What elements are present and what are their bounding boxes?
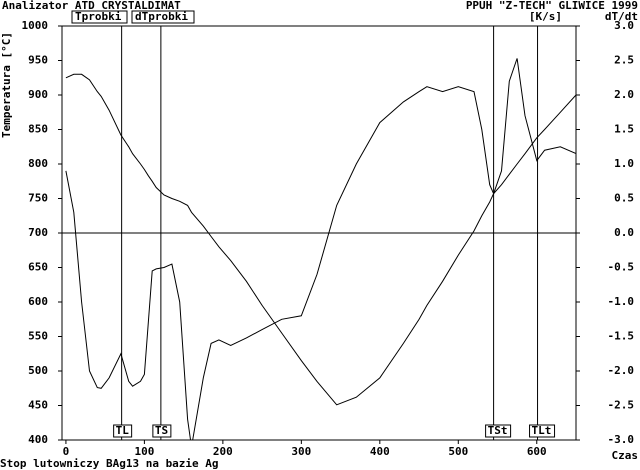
y-tick-label: 450 [28,399,48,412]
y2-tick-label: 3.0 [614,19,634,32]
y2-tick-label: -3.0 [608,433,635,446]
y2-tick-label: -0.5 [608,261,635,274]
marker-label: TSt [488,424,508,437]
footer: Stop lutowniczy BAg13 na bazie Ag [0,457,219,470]
marker-box [113,424,133,438]
y2-tick-label: 1.0 [614,157,634,170]
y-tick-label: 650 [28,261,48,274]
marker-label: TS [155,424,168,437]
y-tick-label: 850 [28,123,48,136]
legend-box [131,10,195,24]
y-tick-label: 700 [28,226,48,239]
y2-tick-label: -1.0 [608,295,635,308]
x-tick-label: 0 [63,445,70,458]
y-tick-label: 750 [28,192,48,205]
y-tick-label: 500 [28,364,48,377]
legend-label: dTprobki [135,10,188,23]
y-axis-label: Temperatura [°C] [0,32,13,138]
chart-title: Analizator ATD CRYSTALDIMAT [2,0,181,12]
marker-label: TL [116,424,130,437]
y-tick-label: 1000 [22,19,49,32]
chart-subtitle: PPUH "Z-TECH" GLIWICE 1999 [466,0,638,12]
series-line [65,58,576,440]
marker-label: TLt [532,424,552,437]
y2-tick-label: 0.0 [614,226,634,239]
marker-box [152,424,172,438]
x-tick-label: 200 [213,445,233,458]
marker-box [485,424,512,438]
x-tick-label: 600 [527,445,547,458]
x-axis-label: Czas [612,449,639,462]
y-tick-label: 900 [28,88,48,101]
y-tick-label: 550 [28,330,48,343]
marker-box [529,424,556,438]
y-tick-label: 950 [28,54,48,67]
y2-tick-label: 2.0 [614,88,634,101]
y-tick-label: 600 [28,295,48,308]
y2-tick-label: 0.5 [614,192,634,205]
y2-tick-label: -2.5 [608,399,635,412]
y2-tick-label: 1.5 [614,123,634,136]
y2-tick-label: -1.5 [608,330,635,343]
y2-tick-label: 2.5 [614,54,634,67]
y-tick-label: 400 [28,433,48,446]
legend-box [71,10,128,24]
x-tick-label: 300 [291,445,311,458]
y2-tick-label: -2.0 [608,364,635,377]
series-line [65,73,576,406]
x-tick-label: 400 [370,445,390,458]
y-tick-label: 800 [28,157,48,170]
x-tick-label: 500 [448,445,468,458]
y2-axis-label: dT/dt [605,10,638,23]
y2-unit: [K/s] [529,10,562,23]
legend-label: Tprobki [75,10,122,23]
x-tick-label: 100 [134,445,154,458]
